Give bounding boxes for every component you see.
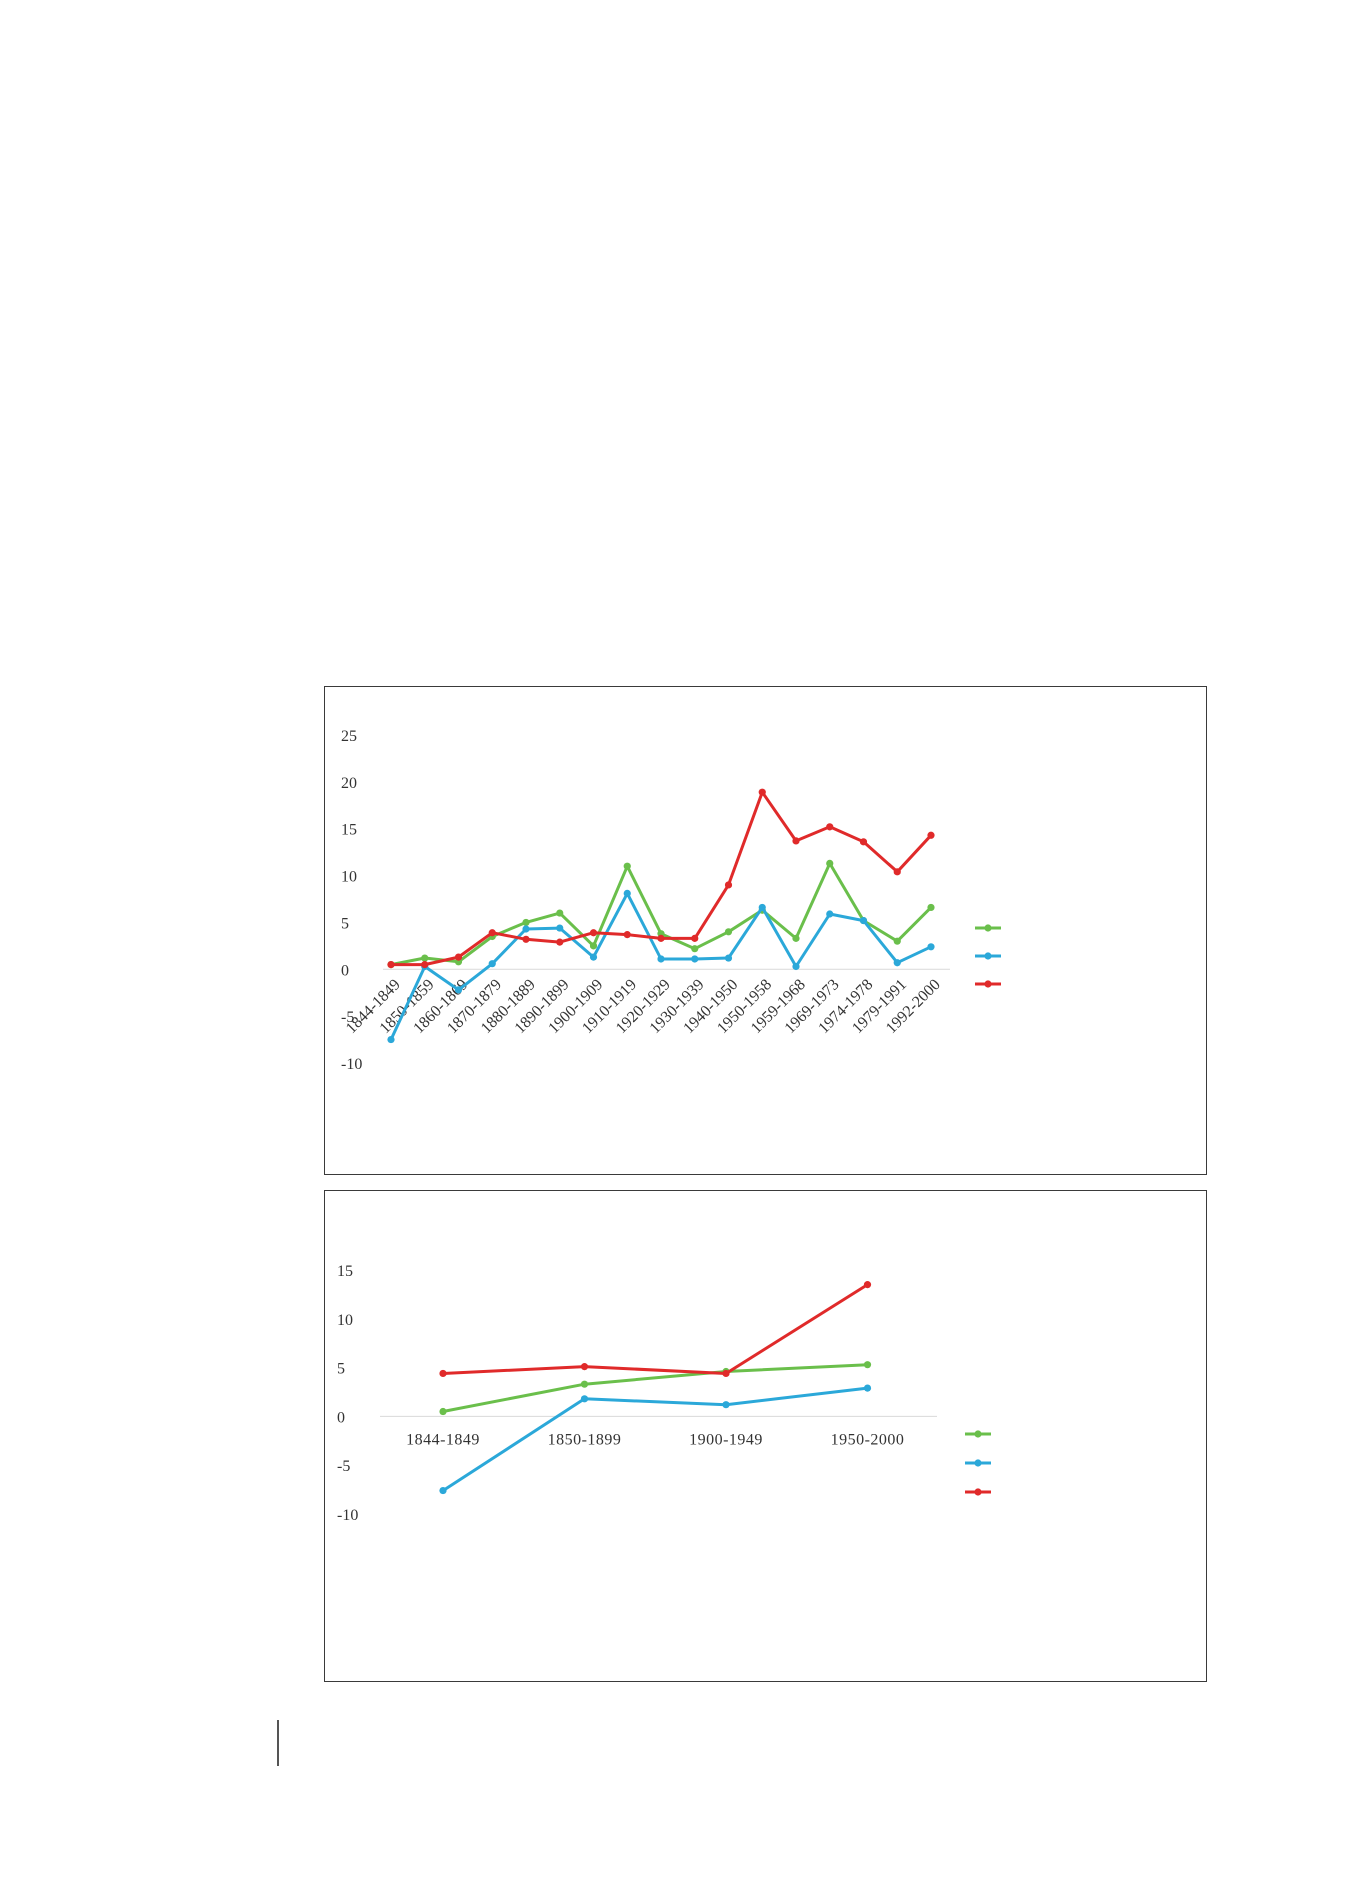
chart-plot-bottom: 15 10 5 0 -5 -10 1844-1849 1850-1899 1900-1949 19… bbox=[337, 1263, 991, 1524]
series-1-point bbox=[454, 986, 463, 994]
series-0-point bbox=[421, 954, 429, 962]
series-1-point bbox=[657, 955, 665, 963]
series-1-point bbox=[522, 925, 530, 933]
y-tick-label: -5 bbox=[341, 1009, 354, 1026]
y-tick-label: 15 bbox=[337, 1263, 353, 1280]
series-0-point bbox=[927, 903, 935, 912]
y-tick-label: 20 bbox=[341, 775, 357, 792]
series-1-point bbox=[439, 1486, 447, 1495]
x-tick-label: 1844-1849 bbox=[406, 1431, 480, 1448]
chart-plot-top: 2520151050-5-101844-18491850-18591860-18… bbox=[341, 728, 1001, 1073]
series-1-point bbox=[691, 955, 699, 963]
line-chart-bottom: 15 10 5 0 -5 -10 1844-1849 1850-1899 1900-1949 19… bbox=[324, 1190, 1207, 1682]
series-2-point bbox=[722, 1369, 730, 1378]
series-0-point bbox=[893, 937, 901, 945]
series-line-0 bbox=[390, 861, 933, 967]
series-0-point bbox=[522, 918, 530, 927]
series-1-point bbox=[863, 1384, 872, 1392]
series-2-point bbox=[792, 837, 800, 845]
line-chart-top: 25 20 15 10 5 0 -5 -10 1844-1849 1850-1859 1860-18… bbox=[324, 686, 1207, 1175]
series-2-point bbox=[826, 823, 834, 831]
y-tick-label: 10 bbox=[337, 1312, 353, 1329]
series-1-point bbox=[792, 962, 800, 971]
series-2-point bbox=[927, 831, 935, 839]
series-1-point bbox=[488, 960, 496, 968]
series-0-point bbox=[439, 1407, 447, 1416]
series-1-point bbox=[387, 1035, 395, 1044]
series-2-point bbox=[758, 788, 766, 796]
legend-marker-dot-0 bbox=[974, 1430, 982, 1438]
series-2-point bbox=[580, 1363, 589, 1371]
y-tick-label: -10 bbox=[341, 1056, 362, 1073]
series-0-point bbox=[623, 862, 631, 870]
series-0-point bbox=[580, 1380, 589, 1388]
series-0-point bbox=[691, 945, 699, 953]
series-1-point bbox=[556, 924, 564, 932]
series-0-point bbox=[826, 859, 834, 867]
legend-marker-dot-2 bbox=[974, 1488, 982, 1496]
series-0-point bbox=[724, 928, 733, 936]
series-2-point bbox=[439, 1369, 447, 1378]
series-2-point bbox=[691, 934, 699, 942]
x-tick-label: 1850-1899 bbox=[548, 1431, 622, 1448]
legend-marker-dot-2 bbox=[984, 980, 992, 988]
series-1-point bbox=[758, 903, 766, 912]
y-tick-label: 5 bbox=[341, 915, 349, 932]
series-0-point bbox=[556, 909, 564, 917]
series-0-point bbox=[589, 942, 598, 950]
y-tick-label: 0 bbox=[337, 1409, 345, 1426]
y-tick-label: -10 bbox=[337, 1507, 358, 1524]
series-1-point bbox=[859, 916, 868, 925]
series-2-point bbox=[859, 838, 868, 846]
series-2-point bbox=[488, 929, 496, 937]
series-2-point bbox=[893, 868, 901, 876]
legend-marker-dot-1 bbox=[974, 1459, 982, 1467]
series-1-point bbox=[893, 959, 901, 967]
series-0-point bbox=[792, 934, 800, 942]
x-tick-label: 1950-2000 bbox=[831, 1431, 905, 1448]
y-tick-label: 25 bbox=[341, 728, 357, 745]
legend-marker-dot-0 bbox=[984, 924, 992, 932]
series-1-point bbox=[826, 910, 834, 918]
x-tick-label: 1900-1949 bbox=[689, 1431, 763, 1448]
series-2-point bbox=[421, 961, 429, 969]
legend-marker-dot-1 bbox=[984, 952, 992, 960]
series-1-point bbox=[623, 889, 631, 897]
series-2-point bbox=[522, 935, 530, 943]
series-1-point bbox=[589, 953, 598, 961]
series-1-point bbox=[927, 943, 935, 951]
series-0-point bbox=[863, 1361, 872, 1369]
y-tick-label: 10 bbox=[341, 869, 357, 886]
series-line-2 bbox=[442, 1283, 869, 1375]
y-tick-label: 5 bbox=[337, 1361, 345, 1378]
series-2-point bbox=[863, 1281, 872, 1289]
series-2-point bbox=[387, 961, 395, 969]
series-1-point bbox=[724, 954, 733, 962]
series-2-point bbox=[657, 934, 665, 942]
series-2-point bbox=[556, 938, 564, 946]
y-tick-label: 0 bbox=[341, 962, 349, 979]
series-line-1 bbox=[442, 1386, 868, 1492]
series-1-point bbox=[580, 1395, 589, 1403]
series-2-point bbox=[724, 881, 733, 889]
series-2-point bbox=[454, 953, 463, 961]
margin-rule bbox=[277, 1720, 279, 1766]
series-2-point bbox=[623, 931, 631, 939]
y-tick-label: 15 bbox=[341, 822, 357, 839]
series-1-point bbox=[722, 1401, 730, 1409]
y-tick-label: -5 bbox=[337, 1458, 350, 1475]
series-line-0 bbox=[442, 1363, 868, 1413]
series-2-point bbox=[589, 929, 598, 937]
